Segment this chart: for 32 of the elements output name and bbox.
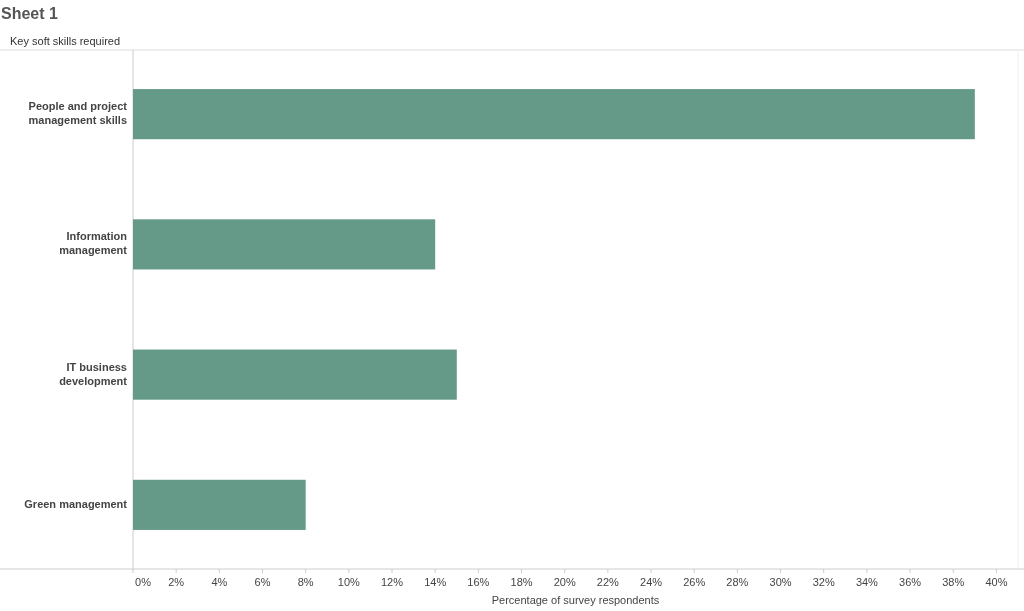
x-tick-label: 16% <box>467 576 490 588</box>
x-axis-title: Percentage of survey respondents <box>491 594 660 606</box>
x-tick-label: 0% <box>135 576 152 588</box>
bar <box>133 349 457 400</box>
bar <box>133 219 436 270</box>
x-tick-label: 24% <box>640 576 663 588</box>
x-tick-label: 32% <box>812 576 835 588</box>
x-tick-label: 20% <box>553 576 576 588</box>
x-tick-label: 10% <box>337 576 361 588</box>
x-tick-label: 4% <box>211 576 228 588</box>
x-tick-label: 14% <box>424 576 447 588</box>
x-tick-label: 26% <box>683 576 706 588</box>
x-tick-label: 18% <box>510 576 533 588</box>
x-tick-label: 12% <box>381 576 404 588</box>
x-tick-label: 6% <box>254 576 271 588</box>
x-tick-label: 36% <box>899 576 922 588</box>
x-tick-label: 30% <box>769 576 792 588</box>
x-tick-label: 8% <box>297 576 314 588</box>
x-tick-label: 28% <box>726 576 749 588</box>
y-axis-title: Key soft skills required <box>10 35 121 47</box>
bar <box>133 89 975 140</box>
y-tick-label: Information management <box>59 230 128 257</box>
bar <box>133 479 306 530</box>
x-tick-label: 22% <box>596 576 620 588</box>
y-tick-label: People and project management skills <box>28 100 128 127</box>
x-tick-label: 40% <box>985 576 1008 588</box>
y-tick-label: IT business development <box>59 360 128 387</box>
x-tick-label: 38% <box>942 576 965 588</box>
x-tick-label: 2% <box>168 576 185 588</box>
chart-title: Sheet 1 <box>1 5 59 22</box>
y-tick-label: Green management <box>24 497 128 510</box>
x-tick-label: 34% <box>855 576 879 588</box>
